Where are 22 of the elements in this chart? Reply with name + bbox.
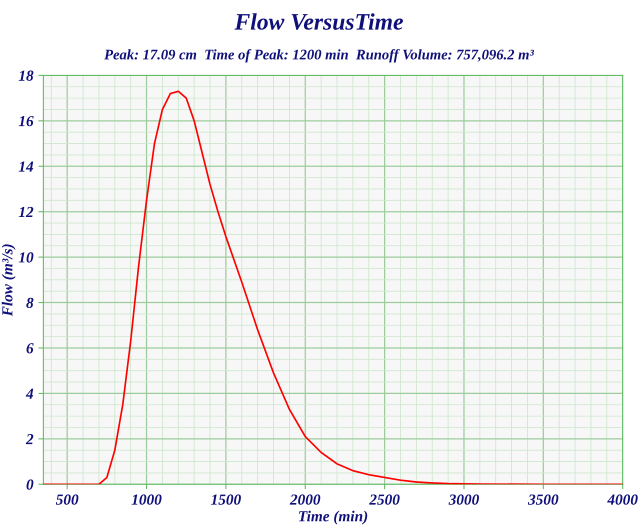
x-tick-label: 3000 — [448, 494, 479, 505]
y-tick-label: 12 — [18, 206, 34, 217]
y-tick-label: 8 — [26, 298, 34, 308]
y-tick-label: 6 — [26, 343, 34, 354]
x-axis-title: Time (min) — [299, 510, 368, 524]
y-tick-label: 16 — [18, 116, 34, 126]
x-tick-label: 2000 — [290, 494, 320, 505]
y-tick-label: 4 — [26, 388, 34, 399]
chart-title: Flow VersusTime — [234, 13, 403, 30]
chart-subtitle: Peak: 17.09 cm Time of Peak: 1200 min Runoff Volume: 757,096.2 m³ — [104, 49, 534, 62]
x-tick-label: 2500 — [369, 494, 400, 505]
y-axis-title: Flow (m³/s) — [2, 244, 16, 316]
y-tick-label: 14 — [18, 161, 34, 172]
x-tick-label: 4000 — [607, 494, 638, 505]
x-tick-label: 3500 — [528, 494, 558, 505]
y-tick-label: 18 — [18, 70, 34, 81]
x-tick-label: 1000 — [132, 494, 162, 505]
x-tick-label: 1500 — [210, 494, 241, 505]
x-tick-label: 500 — [56, 494, 78, 505]
y-tick-label: 2 — [26, 434, 34, 444]
y-tick-label: 10 — [18, 252, 34, 263]
y-tick-label: 0 — [26, 479, 34, 490]
